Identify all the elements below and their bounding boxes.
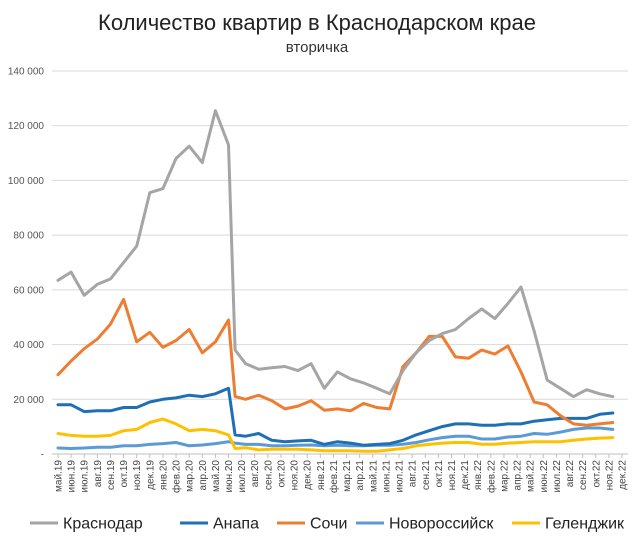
x-tick-label: июл.20 xyxy=(237,460,248,493)
x-tick-label: дек.21 xyxy=(460,460,471,490)
x-tick-label: сен.22 xyxy=(578,460,589,490)
x-tick-label: дек.22 xyxy=(618,460,629,490)
x-tick-label: мар.22 xyxy=(499,460,510,492)
x-tick-label: май.19 xyxy=(54,460,65,492)
series-line-4 xyxy=(56,426,615,450)
legend-label: Краснодар xyxy=(63,516,143,533)
x-tick-label: янв.21 xyxy=(316,460,327,491)
legend-label: Анапа xyxy=(213,516,259,533)
x-tick-label: окт.19 xyxy=(119,460,130,488)
x-tick-label: май.22 xyxy=(526,460,537,492)
x-tick-label: мар.21 xyxy=(342,460,353,492)
x-tick-label: окт.21 xyxy=(434,460,445,488)
series-line-3 xyxy=(56,297,615,427)
x-tick-label: июн.19 xyxy=(67,460,78,493)
chart-title: Количество квартир в Краснодарском крае xyxy=(98,10,536,35)
x-tick-label: ноя.21 xyxy=(447,460,458,491)
x-tick-label: янв.22 xyxy=(473,460,484,491)
legend: Краснодар Анапа Сочи Новороссийск Геленджик xyxy=(30,516,625,533)
x-tick-label: авг.19 xyxy=(93,460,104,488)
x-tick-label: окт.22 xyxy=(591,460,602,488)
x-tick-label: ноя.19 xyxy=(132,460,143,491)
x-tick-label: июл.21 xyxy=(395,460,406,493)
x-tick-label: сен.21 xyxy=(421,460,432,490)
x-tick-label: авг.20 xyxy=(250,460,261,488)
series-line-1 xyxy=(56,109,615,399)
legend-label: Сочи xyxy=(310,516,347,533)
y-tick-label: 60 000 xyxy=(13,285,44,296)
x-tick-label: фев.21 xyxy=(328,460,340,493)
y-axis-ticks: - 20 000 40 000 60 000 80 000 100 000 120 000 1… xyxy=(8,67,45,461)
x-tick-label: янв.20 xyxy=(158,460,169,491)
series-line-5 xyxy=(56,417,615,453)
x-tick-label: фев.20 xyxy=(171,460,183,493)
x-tick-label: июн.20 xyxy=(224,460,235,493)
x-tick-label: дек.19 xyxy=(145,460,156,490)
gridlines xyxy=(52,70,628,455)
x-tick-label: окт.20 xyxy=(276,460,287,488)
y-tick-label: - xyxy=(41,450,44,461)
x-tick-label: апр.22 xyxy=(513,460,524,491)
legend-label: Новороссийск xyxy=(389,516,494,533)
x-tick-label: ноя.20 xyxy=(290,460,301,491)
y-tick-label: 100 000 xyxy=(8,176,45,187)
x-tick-label: дек.20 xyxy=(303,460,314,490)
x-tick-label: июл.19 xyxy=(80,460,91,493)
y-tick-label: 80 000 xyxy=(13,231,44,242)
x-tick-label: июн.22 xyxy=(539,460,550,493)
x-tick-label: май.20 xyxy=(211,460,222,492)
legend-label: Геленджик xyxy=(545,516,625,533)
x-tick-label: сен.19 xyxy=(106,460,117,490)
y-tick-label: 140 000 xyxy=(8,67,45,78)
y-tick-label: 40 000 xyxy=(13,340,44,351)
series-lines xyxy=(56,109,615,453)
x-tick-label: май.21 xyxy=(368,460,379,492)
chart-subtitle: вторичка xyxy=(285,39,349,56)
x-tick-label: апр.21 xyxy=(355,460,366,491)
series-line-2 xyxy=(56,386,615,447)
x-tick-label: июл.22 xyxy=(552,460,563,493)
y-tick-label: 120 000 xyxy=(8,121,45,132)
x-tick-label: мар.20 xyxy=(185,460,196,492)
y-tick-label: 20 000 xyxy=(13,395,44,406)
x-tick-label: апр.20 xyxy=(198,460,209,491)
x-tick-label: июн.21 xyxy=(381,460,392,493)
x-tick-label: ноя.22 xyxy=(604,460,615,491)
x-tick-label: фев.22 xyxy=(485,460,497,493)
x-axis-ticks: май.19 июн.19 июл.19 авг.19 сен.19 окт.19 ноя.… xyxy=(54,454,629,493)
x-tick-label: авг.21 xyxy=(408,460,419,488)
x-tick-label: сен.20 xyxy=(263,460,274,490)
x-tick-label: авг.22 xyxy=(565,460,576,488)
